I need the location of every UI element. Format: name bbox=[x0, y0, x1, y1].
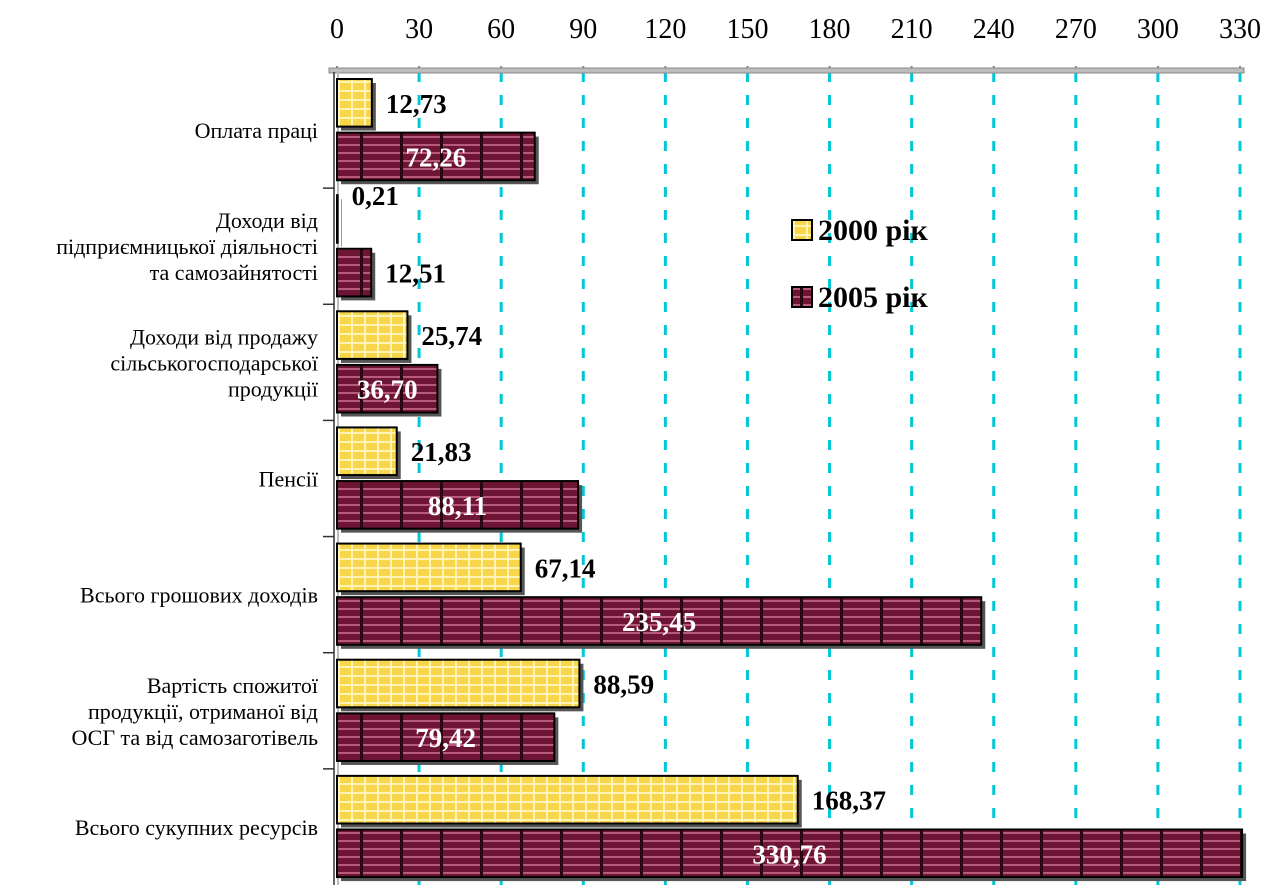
category-label-line: Пенсії bbox=[259, 467, 319, 492]
bar-2005 bbox=[336, 828, 1244, 879]
legend-label: 2005 рік bbox=[818, 281, 929, 314]
x-tick-label: 0 bbox=[330, 14, 344, 45]
legend: 2000 рік 2005 рік bbox=[791, 214, 929, 314]
category-label: Вартість спожитої продукції, отриманої ві… bbox=[71, 673, 318, 750]
bar-2000 bbox=[336, 774, 799, 825]
x-tick-label: 30 bbox=[405, 14, 433, 45]
axes: 0 30 60 90 120 150 180 210 240 270 300 330 Оплата пр… bbox=[56, 14, 1261, 885]
category-label: Всього сукупних ресурсів bbox=[75, 815, 318, 840]
bar-2005 bbox=[336, 480, 580, 530]
category-label-line: сільськогосподарської bbox=[110, 350, 319, 375]
category-label-line: продукції, отриманої від bbox=[88, 699, 318, 724]
data-label: 12,73 bbox=[386, 89, 447, 119]
data-label: 72,26 bbox=[405, 142, 466, 172]
legend-swatch-2000 bbox=[791, 219, 813, 241]
x-tick-label: 270 bbox=[1055, 14, 1097, 45]
x-tick-label: 330 bbox=[1219, 14, 1261, 45]
data-label: 25,74 bbox=[421, 321, 482, 351]
category-label: Пенсії bbox=[259, 467, 319, 492]
data-label: 21,83 bbox=[411, 437, 472, 467]
bar-2000 bbox=[336, 426, 398, 477]
bar-2000 bbox=[336, 310, 409, 360]
bar-2000 bbox=[336, 542, 522, 593]
category-label: Доходи від продажу сільськогосподарської п… bbox=[110, 324, 319, 401]
legend-swatch-2005 bbox=[791, 286, 813, 308]
bar-2000 bbox=[336, 194, 339, 244]
bar-2005 bbox=[336, 247, 373, 298]
bar-2005 bbox=[336, 596, 983, 646]
data-label: 168,37 bbox=[812, 786, 886, 816]
bar-2005 bbox=[336, 131, 536, 182]
legend-label: 2000 рік bbox=[818, 214, 929, 247]
x-tick-label: 60 bbox=[487, 14, 515, 45]
data-label: 79,42 bbox=[415, 723, 476, 753]
x-tick-label: 300 bbox=[1137, 14, 1179, 45]
data-label: 88,11 bbox=[428, 491, 487, 521]
category-label: Оплата праці bbox=[195, 118, 318, 143]
category-label-line: Всього грошових доходів bbox=[80, 583, 318, 608]
bars bbox=[336, 78, 1247, 882]
category-label-line: Доходи від продажу bbox=[130, 324, 318, 349]
category-label-line: продукції bbox=[228, 376, 319, 401]
category-label-line: Доходи від bbox=[216, 208, 318, 233]
data-label: 235,45 bbox=[622, 607, 696, 637]
x-tick-label: 120 bbox=[644, 14, 686, 45]
data-label: 67,14 bbox=[535, 553, 596, 583]
data-label: 12,51 bbox=[385, 259, 446, 289]
x-tick-label: 240 bbox=[973, 14, 1015, 45]
bar-shadow bbox=[341, 199, 342, 247]
top-axis-line bbox=[328, 67, 1245, 74]
bar-2005 bbox=[336, 363, 439, 414]
category-label-line: ОСГ та від самозаготівель bbox=[71, 725, 318, 750]
category-label: Доходи від підприємницької діяльності та с… bbox=[56, 208, 318, 285]
x-tick-label: 90 bbox=[569, 14, 597, 45]
category-label-line: Оплата праці bbox=[195, 118, 318, 143]
category-label-line: Всього сукупних ресурсів bbox=[75, 815, 318, 840]
category-label-line: підприємницької діяльності bbox=[56, 234, 318, 259]
bar-2000 bbox=[336, 658, 581, 709]
bar-2000 bbox=[336, 78, 373, 128]
bar-2005 bbox=[336, 712, 556, 762]
category-label: Всього грошових доходів bbox=[80, 583, 318, 608]
data-label: 36,70 bbox=[357, 375, 418, 405]
x-tick-label: 180 bbox=[809, 14, 851, 45]
category-label-line: та самозайнятості bbox=[150, 260, 318, 285]
x-tick-label: 150 bbox=[726, 14, 768, 45]
data-label: 330,76 bbox=[752, 839, 826, 869]
category-label-line: Вартість спожитої bbox=[147, 673, 319, 698]
data-label: 88,59 bbox=[593, 670, 654, 700]
data-label: 0,21 bbox=[352, 181, 399, 211]
x-tick-label: 210 bbox=[891, 14, 933, 45]
